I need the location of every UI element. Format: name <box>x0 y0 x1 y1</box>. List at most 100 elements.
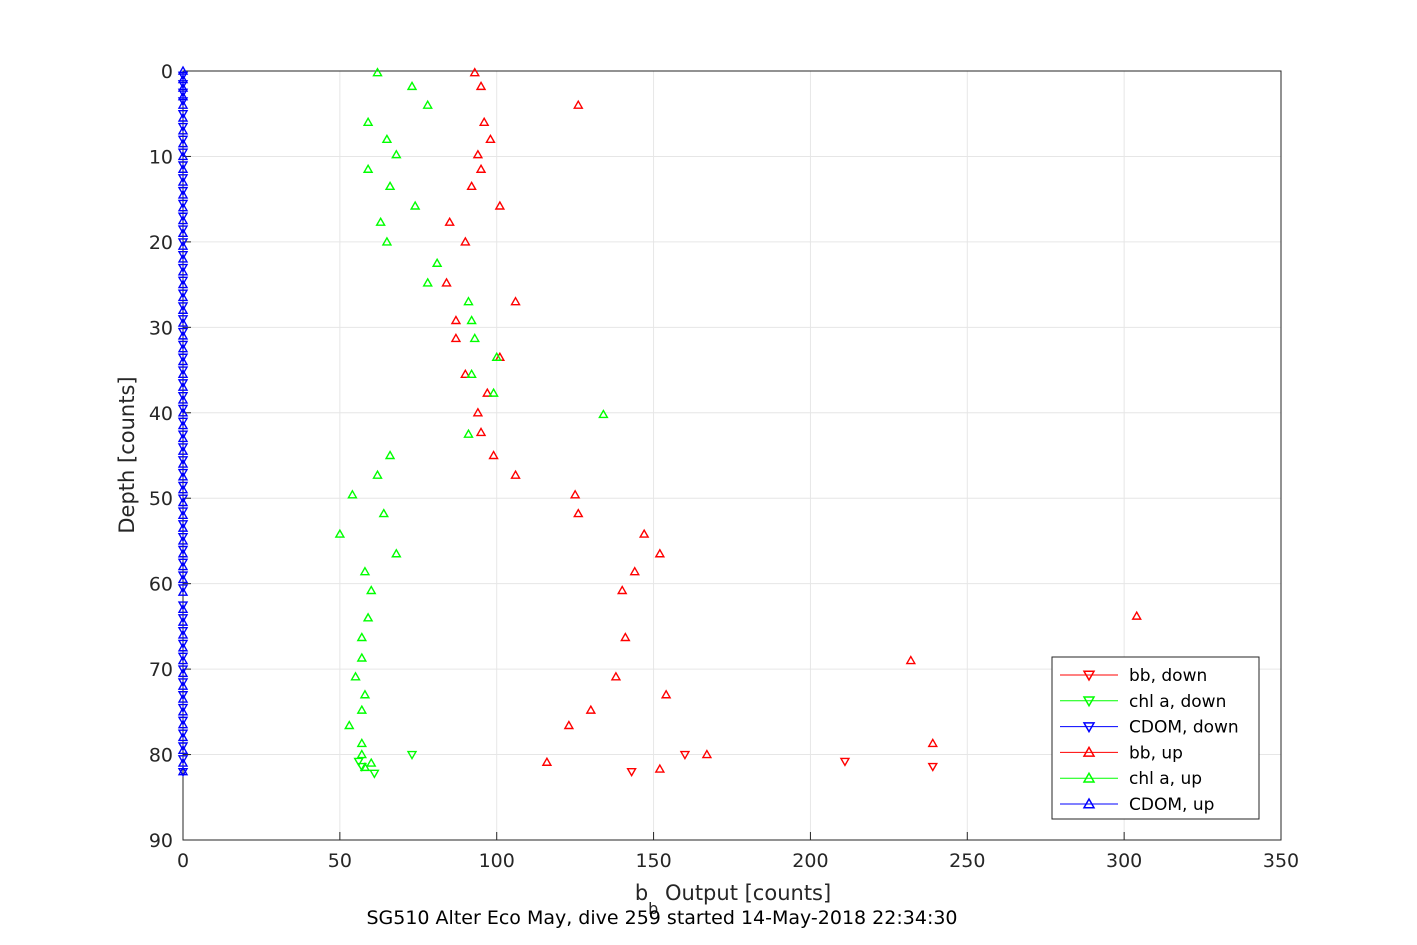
data-point <box>177 744 189 754</box>
data-point <box>177 148 189 158</box>
data-point <box>406 750 418 760</box>
data-point <box>177 522 189 532</box>
data-point <box>620 632 631 642</box>
data-point <box>177 353 189 363</box>
data-point <box>177 227 189 238</box>
data-point <box>598 409 609 419</box>
y-tick-label: 50 <box>149 488 173 510</box>
x-tick-label: 200 <box>792 850 828 872</box>
data-point <box>431 257 443 267</box>
legend-label: chl a, down <box>1129 692 1226 712</box>
x-tick-label: 350 <box>1263 850 1299 872</box>
data-point <box>177 471 189 481</box>
y-axis-ticks: 0 10 20 30 40 50 60 70 80 90 <box>149 61 191 852</box>
data-point <box>927 762 938 772</box>
data-point <box>927 738 938 748</box>
data-point <box>359 566 371 576</box>
y-tick-label: 30 <box>149 317 173 339</box>
data-point <box>369 769 380 779</box>
legend-entry: CDOM, up <box>1060 795 1214 815</box>
data-point <box>177 706 189 716</box>
data-point <box>381 236 393 246</box>
data-point <box>177 732 189 742</box>
data-point <box>177 215 189 225</box>
data-point <box>654 763 666 773</box>
data-point <box>177 266 189 276</box>
data-point <box>177 742 189 752</box>
data-point <box>409 200 421 210</box>
data-point <box>177 340 189 350</box>
data-point <box>177 456 189 466</box>
data-point <box>384 180 396 191</box>
data-point <box>177 381 189 391</box>
legend-marker <box>1082 670 1096 682</box>
legend-entry: bb, up <box>1060 743 1183 763</box>
data-point <box>391 149 402 159</box>
data-point <box>422 277 433 287</box>
data-point <box>482 387 493 397</box>
data-point <box>356 632 368 642</box>
series-bb-up <box>441 67 1142 773</box>
legend-entry: chl a, up <box>1060 769 1202 789</box>
data-point <box>177 616 189 626</box>
y-tick-label: 70 <box>149 659 173 681</box>
data-point <box>177 532 189 543</box>
data-point <box>177 494 189 504</box>
x-tick-label: 100 <box>479 850 515 872</box>
data-point <box>177 703 189 713</box>
data-point <box>616 585 628 595</box>
data-point <box>177 125 189 135</box>
data-point <box>177 225 189 235</box>
data-point <box>177 251 189 261</box>
legend-entry: bb, down <box>1060 666 1207 686</box>
data-point <box>905 655 917 665</box>
data-point <box>366 585 377 595</box>
y-tick-label: 10 <box>149 146 173 168</box>
data-point <box>177 304 189 314</box>
data-point <box>541 756 553 766</box>
data-point <box>485 133 496 144</box>
data-point <box>460 368 471 379</box>
data-point <box>701 749 713 759</box>
data-marks <box>177 65 1142 779</box>
data-point <box>177 561 189 571</box>
series-bb-down <box>626 750 938 778</box>
legend-label: CDOM, up <box>1129 795 1214 815</box>
data-point <box>472 407 484 417</box>
data-point <box>177 584 189 594</box>
data-point <box>177 586 189 596</box>
x-tick-label: 50 <box>328 850 352 872</box>
data-point <box>463 428 474 438</box>
data-point <box>610 671 622 681</box>
data-point <box>177 719 189 729</box>
data-point <box>177 151 189 161</box>
data-point <box>372 469 383 479</box>
y-tick-label: 60 <box>149 574 173 596</box>
data-point <box>177 407 189 417</box>
data-point <box>177 186 189 197</box>
data-point <box>177 330 189 340</box>
data-point <box>444 216 455 226</box>
data-point <box>177 507 189 517</box>
data-point <box>177 693 189 703</box>
data-point <box>585 704 597 714</box>
data-point <box>334 528 346 538</box>
data-point <box>177 240 189 250</box>
data-point <box>359 689 371 699</box>
data-point <box>469 333 480 343</box>
data-point <box>177 161 189 171</box>
data-point <box>638 528 650 538</box>
data-point <box>356 652 368 662</box>
data-point <box>475 427 487 437</box>
data-point <box>177 535 189 545</box>
data-point <box>422 99 433 109</box>
data-point <box>177 174 189 184</box>
data-point <box>177 497 189 507</box>
data-point <box>626 767 637 778</box>
series-cdom-up <box>177 65 189 776</box>
figure-caption: SG510 Alter Eco May, dive 259 started 14… <box>366 907 957 929</box>
x-tick-label: 250 <box>949 850 985 872</box>
data-point <box>177 97 189 107</box>
data-point <box>177 665 189 675</box>
data-point <box>177 292 189 302</box>
